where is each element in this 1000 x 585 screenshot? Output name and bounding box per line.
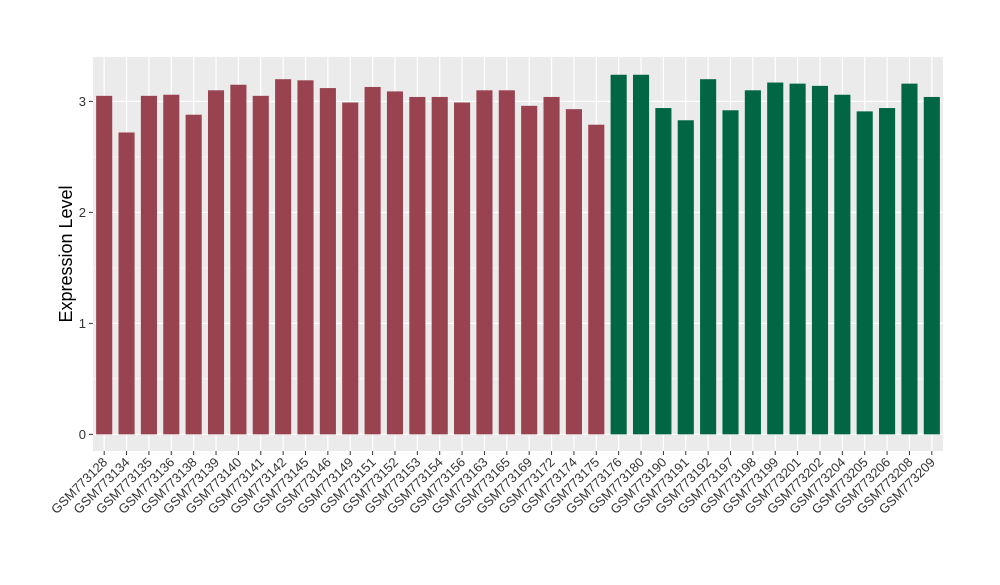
bar-GSM773146: [319, 88, 336, 435]
y-axis: 0 1 2 3: [79, 94, 93, 442]
bar-GSM773152: [386, 91, 404, 435]
bar-GSM773154: [431, 96, 448, 435]
bar-GSM773142: [275, 79, 292, 435]
bar-GSM773204: [834, 94, 851, 435]
bar-GSM773191: [677, 120, 694, 435]
bar-GSM773202: [811, 85, 829, 435]
bar-GSM773163: [476, 90, 493, 435]
bar-GSM773180: [632, 74, 650, 435]
bar-GSM773209: [923, 96, 940, 435]
bars: [96, 74, 940, 435]
bar-GSM773205: [856, 111, 873, 435]
y-tick-label: 0: [79, 427, 86, 442]
bar-GSM773135: [140, 95, 157, 435]
y-tick-label: 1: [79, 316, 86, 331]
bar-GSM773199: [767, 82, 784, 435]
bar-GSM773140: [230, 84, 247, 435]
bar-GSM773134: [118, 132, 135, 435]
x-axis: GSM773128GSM773134GSM773135GSM773136GSM7…: [48, 451, 938, 517]
bar-GSM773206: [879, 108, 896, 435]
bar-GSM773141: [252, 95, 269, 435]
bar-GSM773136: [163, 94, 180, 435]
bar-GSM773172: [543, 96, 560, 435]
bar-GSM773174: [565, 109, 582, 435]
y-tick-label: 3: [79, 94, 86, 109]
y-tick-label: 2: [79, 205, 86, 220]
bar-GSM773153: [409, 96, 426, 435]
bar-GSM773169: [521, 105, 538, 435]
bar-GSM773139: [207, 90, 225, 435]
bar-GSM773156: [454, 102, 471, 435]
bar-GSM773176: [610, 74, 627, 435]
bar-GSM773198: [744, 90, 761, 435]
bar-GSM773149: [342, 102, 359, 435]
bar-GSM773128: [96, 95, 113, 435]
bar-GSM773197: [722, 110, 739, 435]
bar-GSM773151: [364, 86, 381, 435]
y-axis-title: Expression Level: [56, 185, 76, 322]
bar-GSM773138: [185, 114, 202, 435]
bar-GSM773201: [789, 83, 806, 435]
bar-GSM773165: [498, 90, 515, 435]
bar-GSM773145: [297, 80, 314, 435]
bar-GSM773175: [588, 124, 605, 435]
bar-GSM773190: [655, 108, 672, 435]
bar-GSM773192: [700, 79, 717, 435]
bar-GSM773208: [901, 83, 918, 435]
